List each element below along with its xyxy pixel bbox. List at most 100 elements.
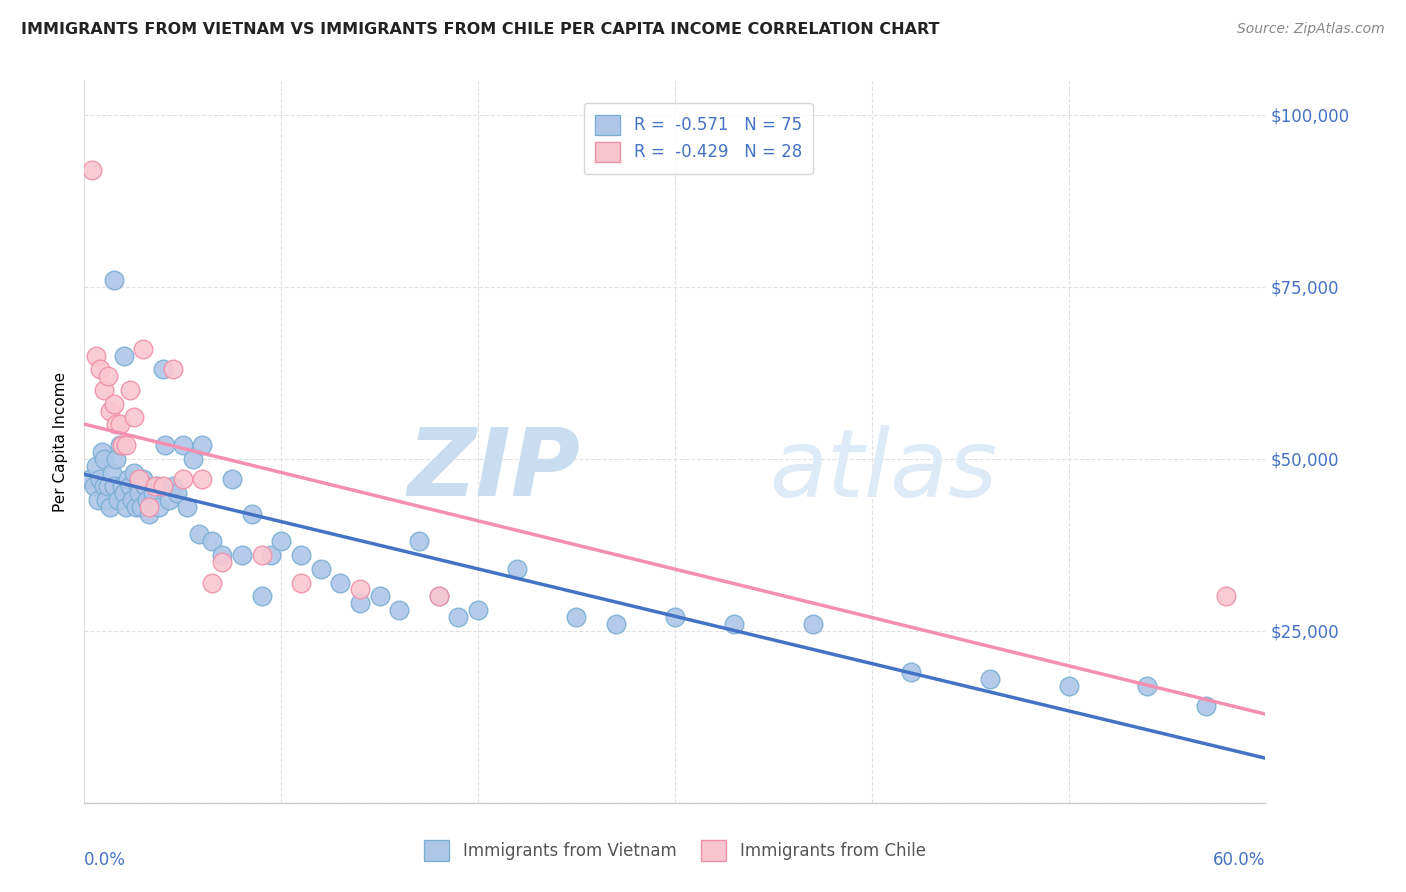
Point <box>349 596 371 610</box>
Point <box>231 548 253 562</box>
Point <box>1057 679 1080 693</box>
Point <box>162 479 184 493</box>
Point <box>111 438 134 452</box>
Point <box>108 417 131 432</box>
Point <box>723 616 745 631</box>
Point <box>98 500 121 514</box>
Point <box>93 383 115 397</box>
Point <box>270 534 292 549</box>
Point <box>153 438 176 452</box>
Point <box>467 603 489 617</box>
Point <box>118 479 141 493</box>
Point <box>260 548 283 562</box>
Point <box>1136 679 1159 693</box>
Point <box>79 472 101 486</box>
Point <box>93 479 115 493</box>
Point <box>114 438 136 452</box>
Text: 60.0%: 60.0% <box>1213 851 1265 869</box>
Point <box>83 479 105 493</box>
Point <box>250 548 273 562</box>
Point <box>211 548 233 562</box>
Point <box>134 479 156 493</box>
Text: 0.0%: 0.0% <box>84 851 127 869</box>
Point <box>191 472 214 486</box>
Point <box>122 466 145 480</box>
Point <box>157 493 180 508</box>
Point <box>112 349 135 363</box>
Point <box>121 493 143 508</box>
Point <box>82 162 104 177</box>
Point <box>94 493 117 508</box>
Point <box>187 527 209 541</box>
Point <box>108 438 131 452</box>
Point <box>93 451 115 466</box>
Point <box>427 590 450 604</box>
Point <box>84 458 107 473</box>
Point <box>181 451 204 466</box>
Text: ZIP: ZIP <box>408 425 581 516</box>
Point <box>290 575 312 590</box>
Y-axis label: Per Capita Income: Per Capita Income <box>53 371 69 512</box>
Point <box>89 362 111 376</box>
Point <box>506 562 529 576</box>
Point <box>103 397 125 411</box>
Point <box>127 479 149 493</box>
Point <box>118 383 141 397</box>
Point <box>124 500 146 514</box>
Point <box>605 616 627 631</box>
Point <box>211 555 233 569</box>
Point <box>84 349 107 363</box>
Point <box>201 575 224 590</box>
Text: atlas: atlas <box>769 425 998 516</box>
Point <box>103 479 125 493</box>
Point <box>91 445 114 459</box>
Point <box>132 342 155 356</box>
Point <box>117 472 139 486</box>
Point <box>250 590 273 604</box>
Point <box>221 472 243 486</box>
Point <box>132 472 155 486</box>
Point <box>388 603 411 617</box>
Point <box>142 486 165 500</box>
Point <box>368 590 391 604</box>
Point <box>166 486 188 500</box>
Point <box>408 534 430 549</box>
Text: IMMIGRANTS FROM VIETNAM VS IMMIGRANTS FROM CHILE PER CAPITA INCOME CORRELATION C: IMMIGRANTS FROM VIETNAM VS IMMIGRANTS FR… <box>21 22 939 37</box>
Point <box>136 493 159 508</box>
Point <box>240 507 263 521</box>
Point <box>201 534 224 549</box>
Point <box>176 500 198 514</box>
Point <box>427 590 450 604</box>
Point <box>290 548 312 562</box>
Point <box>101 466 124 480</box>
Point <box>172 438 194 452</box>
Point <box>1215 590 1237 604</box>
Point <box>900 665 922 679</box>
Point <box>152 362 174 376</box>
Point <box>89 472 111 486</box>
Point <box>122 410 145 425</box>
Point <box>565 610 588 624</box>
Point <box>191 438 214 452</box>
Point <box>309 562 332 576</box>
Point <box>664 610 686 624</box>
Point <box>128 486 150 500</box>
Point <box>104 417 127 432</box>
Point <box>329 575 352 590</box>
Point <box>114 500 136 514</box>
Point <box>103 273 125 287</box>
Point <box>107 493 129 508</box>
Point <box>112 486 135 500</box>
Point <box>131 500 153 514</box>
Text: Source: ZipAtlas.com: Source: ZipAtlas.com <box>1237 22 1385 37</box>
Point <box>152 479 174 493</box>
Point <box>87 493 110 508</box>
Point <box>138 500 160 514</box>
Legend: Immigrants from Vietnam, Immigrants from Chile: Immigrants from Vietnam, Immigrants from… <box>411 827 939 874</box>
Point <box>172 472 194 486</box>
Point <box>111 479 134 493</box>
Point <box>162 362 184 376</box>
Point <box>97 369 120 384</box>
Point <box>801 616 824 631</box>
Point <box>1195 699 1218 714</box>
